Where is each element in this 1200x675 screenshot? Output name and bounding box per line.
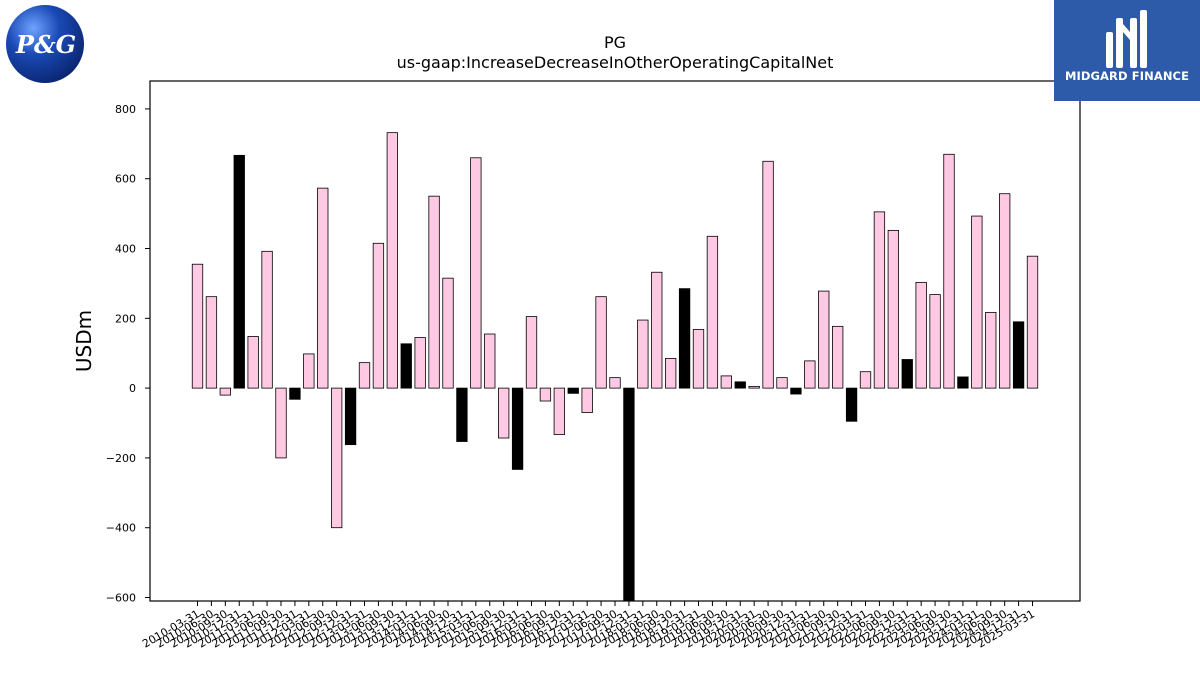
y-tick-label: 800 [115,103,136,116]
y-tick-label: −400 [106,522,136,535]
y-tick-label: −600 [106,592,136,605]
bar-2021-03-31 [804,360,816,389]
bar-series [191,132,1039,602]
y-axis-label: USDm [72,310,96,372]
bar-2020-12-31 [790,387,802,395]
midgard-mark-icon [1106,10,1147,68]
bar-2012-09-30 [331,387,343,529]
bar-2019-09-30 [720,375,732,389]
bar-2017-03-31 [581,387,593,413]
bar-2024-03-31 [971,215,983,389]
bar-2020-03-31 [748,385,760,389]
y-tick-label: −200 [106,452,136,465]
bar-2015-09-30 [498,387,510,439]
bar-2014-12-31 [456,387,468,442]
bar-2023-09-30 [943,153,955,389]
bar-2012-03-31 [303,353,315,389]
bar-2018-12-31 [678,288,691,389]
bar-2022-06-30 [873,211,886,389]
y-axis: −600 −400 −200 0 200 400 600 800 [106,103,150,605]
bar-2015-12-31 [511,387,524,470]
pg-logo-text: P&G [15,30,76,59]
bar-2014-03-31 [414,337,426,389]
y-tick-label: 0 [129,382,136,395]
bar-2025-03-31 [1026,255,1039,389]
chart-title: PG [604,33,626,52]
bar-2017-09-30 [609,377,621,389]
bar-2017-12-31 [623,387,635,602]
bar-2022-03-31 [859,371,872,389]
bar-2023-03-31 [915,281,927,389]
bar-2018-09-30 [665,358,677,389]
bar-2024-09-30 [999,193,1011,389]
bar-2012-06-30 [317,187,329,389]
bar-2011-06-30 [261,250,273,389]
bar-2013-12-31 [400,343,412,389]
bar-2016-12-31 [567,387,579,394]
bar-2019-06-30 [706,235,719,389]
bar-2012-12-31 [344,387,357,446]
bar-2021-06-30 [818,290,830,389]
plot-frame [149,80,1081,602]
bar-2018-06-30 [651,271,663,389]
bar-2023-12-31 [957,376,969,389]
bar-2022-09-30 [887,229,899,389]
bar-2011-09-30 [275,387,287,459]
x-axis: 2010-03-312010-06-302010-09-302010-12-31… [140,601,1037,651]
bar-2014-06-30 [428,195,440,389]
bar-2016-06-30 [539,387,552,402]
bar-2021-09-30 [832,325,844,389]
bar-2022-12-31 [901,359,913,389]
bar-2015-03-31 [470,157,482,389]
bar-2024-06-30 [985,311,997,389]
bar-2015-06-30 [484,333,496,389]
y-tick-label: 200 [115,312,136,325]
bar-2013-06-30 [372,242,385,389]
bar-2023-06-30 [929,294,941,389]
bar-2010-06-30 [205,296,218,389]
bar-2016-09-30 [553,387,565,435]
chart-subtitle: us-gaap:IncreaseDecreaseInOtherOperating… [397,53,834,72]
bar-2010-03-31 [191,263,204,389]
bar-2011-12-31 [289,387,301,400]
bar-2020-09-30 [776,377,788,389]
bar-2021-12-31 [845,387,858,422]
pg-logo: P&G [5,4,85,84]
bar-2019-03-31 [692,329,705,389]
midgard-finance-text: MIDGARD FINANCE [1064,69,1190,83]
bar-2019-12-31 [734,381,746,389]
bar-2024-12-31 [1012,321,1025,389]
bar-2020-06-30 [762,160,774,389]
bar-2016-03-31 [525,316,538,389]
bar-2017-06-30 [595,296,607,389]
bar-2011-03-31 [247,336,259,389]
bar-2010-09-30 [219,387,231,396]
y-tick-label: 400 [115,243,136,256]
bar-2018-03-31 [637,319,649,389]
midgard-finance-logo: MIDGARD FINANCE [1054,0,1200,101]
y-tick-label: 600 [115,173,136,186]
bar-2013-03-31 [358,362,371,389]
bar-2014-09-30 [442,277,454,389]
bar-2010-12-31 [233,154,245,389]
bar-2013-09-30 [386,132,398,389]
